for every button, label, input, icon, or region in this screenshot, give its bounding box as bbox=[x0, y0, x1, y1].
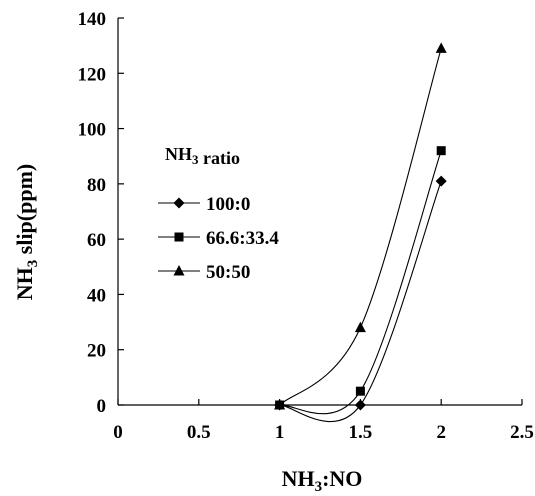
x-axis-title: NH3:NO bbox=[282, 466, 363, 495]
data-point bbox=[354, 321, 366, 333]
legend-item: 66.6:33.4 bbox=[158, 228, 279, 249]
legend-item: 100:0 bbox=[158, 194, 250, 215]
y-tick-label: 40 bbox=[87, 285, 106, 306]
x-tick-label: 2.5 bbox=[510, 422, 534, 443]
series-square bbox=[275, 146, 446, 415]
series-line bbox=[279, 150, 442, 415]
y-tick-label: 120 bbox=[78, 64, 107, 85]
series-layer bbox=[274, 42, 447, 423]
y-tick-label: 80 bbox=[87, 175, 106, 196]
y-tick-label: 140 bbox=[78, 9, 107, 30]
x-tick-label: 1 bbox=[275, 422, 285, 443]
x-tick-label: 1.5 bbox=[349, 422, 373, 443]
plot-area bbox=[117, 18, 522, 406]
x-tick-label: 0 bbox=[113, 422, 123, 443]
y-tick-label: 0 bbox=[97, 396, 107, 417]
series-line bbox=[279, 48, 442, 406]
legend-label: 50:50 bbox=[206, 262, 250, 283]
legend-title: NH3 ratio bbox=[165, 144, 240, 168]
legend-label: 100:0 bbox=[206, 194, 250, 215]
axis-ticks: 0 20 40 60 80 100 120 140 0 0.5 1 1.5 2 2.5 bbox=[78, 9, 534, 443]
data-point bbox=[435, 175, 447, 187]
legend: NH3 ratio 100:0 66.6:33.4 50:50 bbox=[158, 144, 279, 283]
data-point bbox=[355, 386, 365, 396]
legend-marker bbox=[174, 232, 184, 242]
legend-marker bbox=[173, 197, 185, 209]
y-tick-label: 60 bbox=[87, 230, 106, 251]
data-point bbox=[354, 399, 366, 411]
y-tick-label: 100 bbox=[78, 120, 107, 141]
series-diamond bbox=[274, 175, 447, 423]
x-tick-label: 2 bbox=[436, 422, 446, 443]
series-triangle bbox=[274, 42, 447, 410]
legend-item: 50:50 bbox=[158, 262, 250, 283]
data-point bbox=[274, 399, 286, 410]
series-line bbox=[279, 180, 442, 423]
data-point bbox=[435, 42, 447, 53]
x-tick-label: 0.5 bbox=[187, 422, 211, 443]
y-tick-label: 20 bbox=[87, 341, 106, 362]
y-axis-title: NH3 slip(ppm) bbox=[12, 164, 41, 300]
legend-label: 66.6:33.4 bbox=[206, 228, 279, 249]
legend-marker bbox=[173, 265, 185, 276]
data-point bbox=[436, 146, 446, 156]
